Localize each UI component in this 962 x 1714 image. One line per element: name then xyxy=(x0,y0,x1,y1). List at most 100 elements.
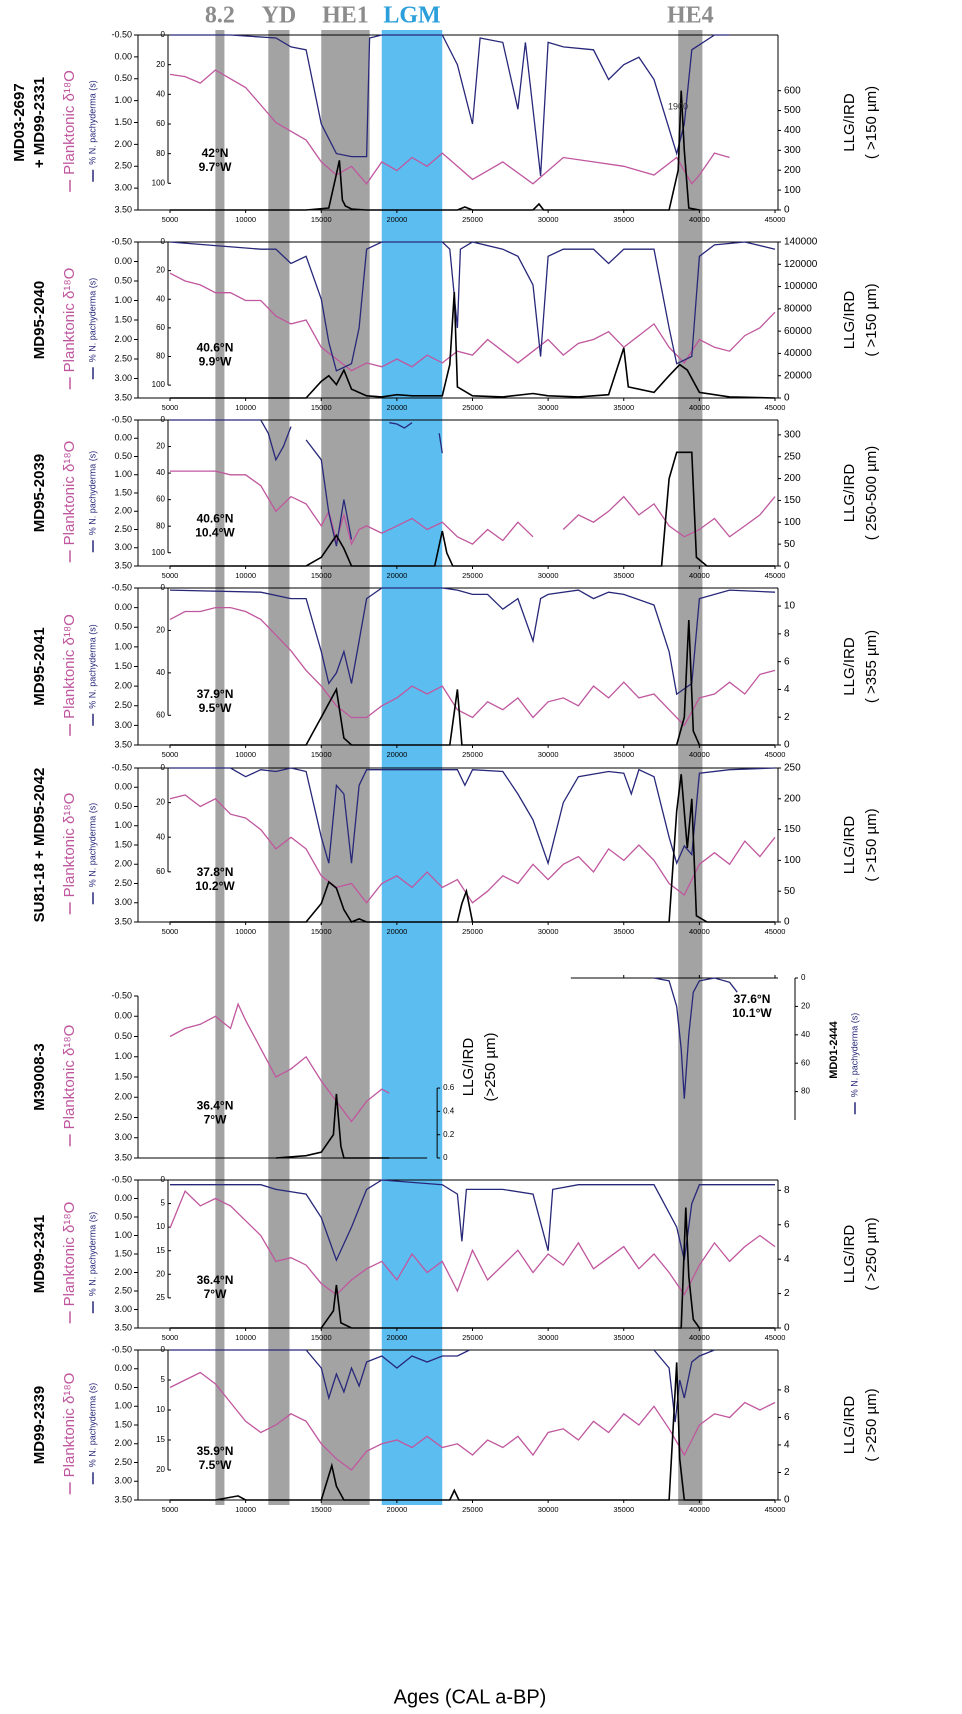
y-tick-label: 3.00 xyxy=(114,720,132,730)
y3-tick-label: 8 xyxy=(784,1185,790,1196)
axis-title: % N. pachyderma (s) xyxy=(87,80,97,165)
x-tick-label: 45000 xyxy=(765,927,786,936)
event-label: 8.2 xyxy=(205,3,235,29)
y3-tick-label: 4 xyxy=(784,684,790,695)
y-tick-label: 0.50 xyxy=(114,73,132,83)
y-tick-label: 1.50 xyxy=(114,1248,132,1258)
y3-tick-label: 0.6 xyxy=(443,1083,455,1092)
x-tick-label: 35000 xyxy=(613,1505,634,1514)
y2-tick-label: 0 xyxy=(161,237,166,246)
x-tick-label: 10000 xyxy=(235,750,256,759)
y-tick-label: 1.50 xyxy=(114,1419,132,1429)
y3-tick-label: 600 xyxy=(784,85,801,96)
y3-tick-label: 500 xyxy=(784,105,801,116)
y-tick-label: 0.50 xyxy=(114,801,132,811)
y3-tick-label: 0.4 xyxy=(443,1106,455,1115)
y-tick-label: 2.50 xyxy=(114,161,132,171)
y-tick-label: 1.50 xyxy=(114,117,132,127)
x-tick-label: 20000 xyxy=(386,1505,407,1514)
y3-tick-label: 8 xyxy=(784,628,790,639)
y-tick-label: 1.50 xyxy=(114,314,132,324)
y-tick-label: 1.00 xyxy=(114,95,132,105)
series-line xyxy=(170,90,700,211)
series-line xyxy=(170,767,776,866)
y2-tick-label: 10 xyxy=(156,1405,165,1414)
x-tick-label: 20000 xyxy=(386,927,407,936)
y2-tick-label: 0 xyxy=(161,30,166,39)
x-tick-label: 20000 xyxy=(386,1333,407,1342)
y2-tick-label: 25 xyxy=(156,1293,165,1302)
x-tick-label: 35000 xyxy=(613,571,634,580)
axis-title: % N. pachyderma (s) xyxy=(87,1383,97,1468)
axis-title: Planktonic δ¹⁸O xyxy=(61,70,78,175)
y3-tick-label: 2 xyxy=(784,712,790,723)
series-line xyxy=(170,34,730,176)
axis-title: Planktonic δ¹⁸O xyxy=(61,1373,78,1478)
event-label: LGM xyxy=(383,3,440,29)
y3-tick-label: 250 xyxy=(784,451,801,462)
y3-axis-title: LLG/IRD xyxy=(841,816,858,875)
y-tick-label: 2.50 xyxy=(114,524,132,534)
location: 10.1°W xyxy=(732,1006,772,1020)
y-tick-label: 3.00 xyxy=(114,1132,132,1142)
location: 40.6°N xyxy=(197,511,234,525)
x-tick-label: 15000 xyxy=(311,403,332,412)
series-line xyxy=(169,587,776,696)
location: 37.6°N xyxy=(734,992,771,1006)
x-tick-label: 5000 xyxy=(162,571,179,580)
y-tick-label: 2.50 xyxy=(114,1112,132,1122)
y-tick-label: -0.50 xyxy=(111,1174,132,1184)
y-tick-label: 0.50 xyxy=(114,1211,132,1221)
y-tick-label: 3.00 xyxy=(114,897,132,907)
x-tick-label: 30000 xyxy=(538,750,559,759)
x-tick-label: 15000 xyxy=(311,927,332,936)
x-tick-label: 40000 xyxy=(689,927,710,936)
series-line xyxy=(653,977,738,1099)
y2-tick-label: 20 xyxy=(156,626,165,635)
x-tick-label: 5000 xyxy=(162,403,179,412)
y3-tick-label: 200 xyxy=(784,165,801,176)
y-tick-label: -0.50 xyxy=(111,762,132,772)
x-tick-label: 40000 xyxy=(689,1505,710,1514)
y-tick-label: 1.00 xyxy=(114,1051,132,1061)
y2-tick-label: 15 xyxy=(156,1435,165,1444)
axis-title: Planktonic δ¹⁸O xyxy=(61,614,78,719)
y-tick-label: -0.50 xyxy=(111,1344,132,1354)
y3-axis-title: LLG/IRD xyxy=(841,637,858,696)
x-tick-label: 10000 xyxy=(235,1333,256,1342)
inset-y-tick-label: 80 xyxy=(801,1087,810,1096)
series-line xyxy=(170,1349,715,1423)
y2-tick-label: 0 xyxy=(161,763,166,772)
y-tick-label: 0.00 xyxy=(114,51,132,61)
y3-tick-label: 150 xyxy=(784,495,801,506)
y3-tick-label: 120000 xyxy=(784,259,818,270)
x-axis-title: Ages (CAL a-BP) xyxy=(394,1686,547,1708)
event-label: YD xyxy=(262,3,297,29)
series-line xyxy=(169,241,776,372)
series-line xyxy=(169,1002,390,1123)
y2-tick-label: 20 xyxy=(156,1269,165,1278)
y-tick-label: 2.00 xyxy=(114,1092,132,1102)
x-tick-label: 10000 xyxy=(235,215,256,224)
core-name: MD99-2341 xyxy=(31,1215,48,1293)
y3-tick-label: 100 xyxy=(784,855,801,866)
x-tick-label: 45000 xyxy=(765,403,786,412)
x-tick-label: 40000 xyxy=(689,571,710,580)
y-tick-label: 1.50 xyxy=(114,661,132,671)
y3-tick-label: 40000 xyxy=(784,348,812,359)
y-tick-label: 3.50 xyxy=(114,1152,132,1162)
axis-title: Planktonic δ¹⁸O xyxy=(61,793,78,898)
x-tick-label: 5000 xyxy=(162,1333,179,1342)
y-tick-label: 0.00 xyxy=(114,1363,132,1373)
y2-tick-label: 40 xyxy=(156,668,165,677)
series-line xyxy=(169,1189,776,1296)
y-tick-label: 1.00 xyxy=(114,820,132,830)
x-tick-label: 30000 xyxy=(538,403,559,412)
y3-axis-unit: ( >250 µm) xyxy=(863,1388,880,1461)
y3-tick-label: 4 xyxy=(784,1254,790,1265)
y3-tick-label: 10 xyxy=(784,601,796,612)
location: 37.9°N xyxy=(197,687,234,701)
location: 7°W xyxy=(204,1287,227,1301)
x-tick-label: 25000 xyxy=(462,750,483,759)
